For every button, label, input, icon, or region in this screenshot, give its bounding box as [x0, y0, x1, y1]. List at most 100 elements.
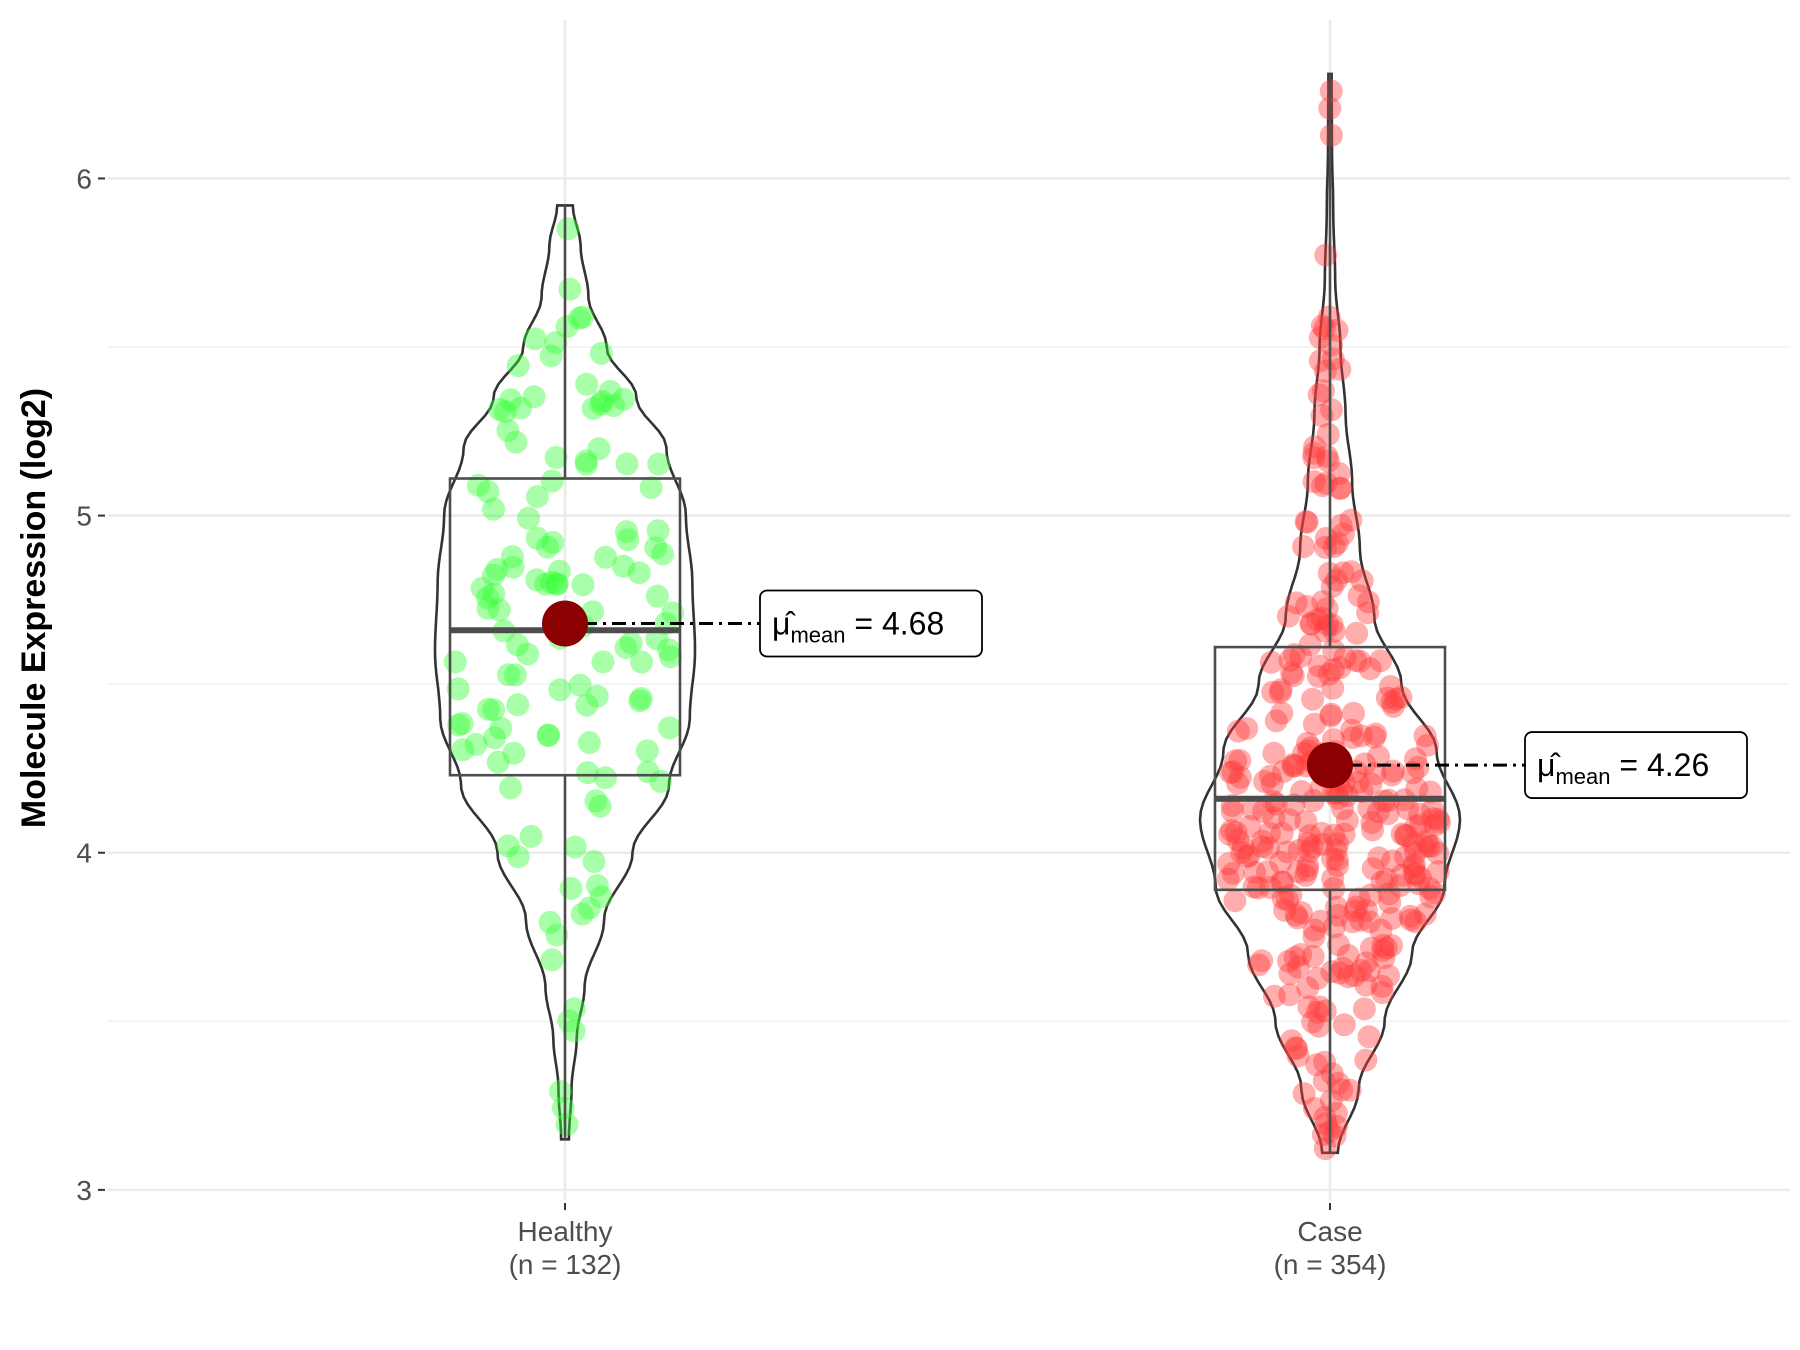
data-point-case: [1299, 612, 1323, 636]
mean-value: = 4.68: [845, 605, 944, 641]
data-point-case: [1302, 712, 1326, 736]
data-point-healthy: [577, 896, 601, 920]
data-point-healthy: [555, 1112, 579, 1136]
data-point-healthy: [576, 761, 599, 785]
data-point-case: [1349, 724, 1373, 748]
data-point-case: [1294, 510, 1318, 534]
data-point-case: [1283, 754, 1307, 778]
data-point-healthy: [614, 636, 638, 660]
data-point-case: [1320, 1062, 1344, 1086]
data-point-case: [1287, 838, 1311, 862]
data-point-case: [1219, 760, 1242, 784]
data-point-case: [1404, 910, 1428, 934]
data-point-healthy: [506, 693, 530, 717]
data-point-case: [1292, 535, 1316, 559]
data-point-case: [1261, 680, 1285, 704]
data-point-case: [1284, 591, 1308, 615]
data-point-case: [1217, 852, 1241, 876]
data-point-case: [1395, 824, 1418, 848]
data-point-healthy: [594, 545, 618, 569]
data-point-case: [1311, 474, 1335, 498]
data-point-case: [1237, 844, 1261, 868]
data-point-healthy: [489, 716, 513, 740]
data-point-healthy: [516, 642, 540, 666]
data-point-case: [1247, 953, 1271, 977]
data-point-case: [1331, 522, 1355, 546]
data-point-case: [1361, 818, 1385, 842]
data-point-case: [1226, 771, 1250, 795]
data-point-case: [1371, 939, 1395, 962]
data-point-case: [1358, 657, 1382, 681]
data-point-case: [1346, 771, 1370, 794]
data-point-case: [1314, 471, 1338, 495]
data-point-case: [1231, 836, 1255, 860]
data-point-healthy: [551, 1096, 575, 1120]
data-point-case: [1295, 858, 1319, 882]
data-point-case: [1417, 834, 1441, 858]
data-point-case: [1320, 398, 1343, 422]
data-point-healthy: [615, 520, 639, 544]
data-point-case: [1325, 531, 1349, 555]
data-point-case: [1331, 797, 1355, 821]
data-point-case: [1371, 933, 1395, 957]
data-point-case: [1316, 613, 1340, 637]
data-point-healthy: [525, 485, 549, 509]
data-point-case: [1326, 854, 1350, 878]
data-point-healthy: [563, 835, 587, 859]
data-point-healthy: [588, 794, 612, 818]
data-point-case: [1286, 860, 1310, 884]
data-point-case: [1413, 724, 1437, 748]
data-point-healthy: [540, 948, 564, 972]
data-point-healthy: [545, 572, 569, 596]
data-point-case: [1235, 845, 1259, 869]
data-point-case: [1269, 850, 1293, 874]
data-point-healthy: [568, 673, 592, 697]
x-tick-label-healthy: Healthy: [518, 1216, 613, 1247]
data-point-case: [1272, 759, 1296, 783]
data-point-healthy: [506, 354, 530, 378]
data-point-case: [1402, 862, 1426, 886]
data-point-healthy: [482, 563, 505, 587]
data-point-case: [1308, 326, 1332, 350]
data-point-case: [1375, 686, 1399, 710]
data-point-healthy: [523, 327, 547, 351]
data-point-case: [1321, 676, 1345, 700]
box-case: [1213, 645, 1447, 892]
data-point-healthy: [647, 452, 671, 476]
data-point-case: [1350, 569, 1374, 593]
data-point-case: [1347, 584, 1371, 608]
data-point-case: [1341, 910, 1364, 934]
data-point-case: [1354, 898, 1378, 922]
data-point-case: [1297, 995, 1321, 1019]
data-point-case: [1354, 973, 1378, 997]
data-point-healthy: [574, 452, 598, 476]
data-point-case: [1264, 709, 1288, 733]
data-point-healthy: [571, 573, 595, 597]
data-point-case: [1250, 949, 1274, 973]
data-point-healthy: [537, 723, 560, 747]
x-tick-n-healthy: (n = 132): [509, 1249, 622, 1280]
data-point-case: [1331, 561, 1355, 585]
data-point-healthy: [534, 572, 558, 596]
data-point-healthy: [558, 277, 582, 301]
data-point-case: [1345, 895, 1368, 919]
data-point-case: [1310, 606, 1334, 630]
data-point-case: [1420, 834, 1444, 858]
data-point-healthy: [598, 380, 622, 403]
data-point-case: [1307, 654, 1331, 678]
data-point-case: [1310, 314, 1334, 338]
y-tick-label: 6: [76, 163, 92, 194]
data-point-case: [1322, 535, 1346, 558]
data-point-case: [1401, 832, 1425, 856]
data-point-healthy: [636, 760, 660, 784]
mean-point-healthy: [542, 600, 588, 647]
data-point-healthy: [482, 582, 506, 606]
data-point-case: [1298, 633, 1322, 657]
data-point-healthy: [590, 389, 614, 413]
data-point-case: [1306, 966, 1330, 990]
data-point-case: [1322, 638, 1346, 662]
data-point-case: [1409, 866, 1432, 890]
mean-label-healthy: μ̂mean = 4.68: [772, 605, 944, 647]
data-point-healthy: [493, 400, 517, 424]
data-point-healthy: [545, 572, 569, 596]
